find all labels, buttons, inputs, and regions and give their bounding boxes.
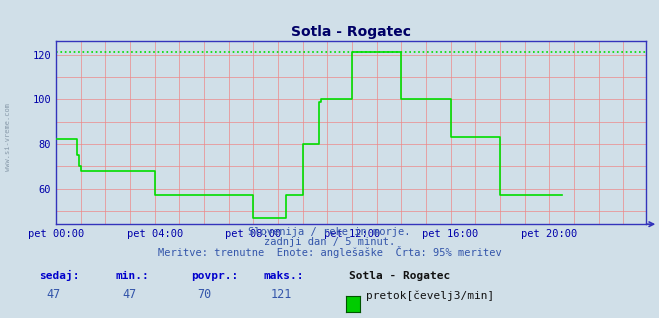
Text: Meritve: trenutne  Enote: anglešaške  Črta: 95% meritev: Meritve: trenutne Enote: anglešaške Črta… — [158, 246, 501, 259]
Title: Sotla - Rogatec: Sotla - Rogatec — [291, 25, 411, 39]
Text: Slovenija / reke in morje.: Slovenija / reke in morje. — [248, 227, 411, 237]
Text: 121: 121 — [270, 287, 291, 301]
Text: Sotla - Rogatec: Sotla - Rogatec — [349, 272, 451, 281]
Text: 47: 47 — [46, 287, 61, 301]
Text: min.:: min.: — [115, 272, 149, 281]
Text: pretok[čevelj3/min]: pretok[čevelj3/min] — [366, 290, 494, 301]
Text: 47: 47 — [122, 287, 136, 301]
Text: sedaj:: sedaj: — [40, 270, 80, 281]
Text: 70: 70 — [198, 287, 212, 301]
Text: www.si-vreme.com: www.si-vreme.com — [5, 103, 11, 171]
Text: zadnji dan / 5 minut.: zadnji dan / 5 minut. — [264, 237, 395, 247]
Text: maks.:: maks.: — [264, 272, 304, 281]
Text: povpr.:: povpr.: — [191, 272, 239, 281]
